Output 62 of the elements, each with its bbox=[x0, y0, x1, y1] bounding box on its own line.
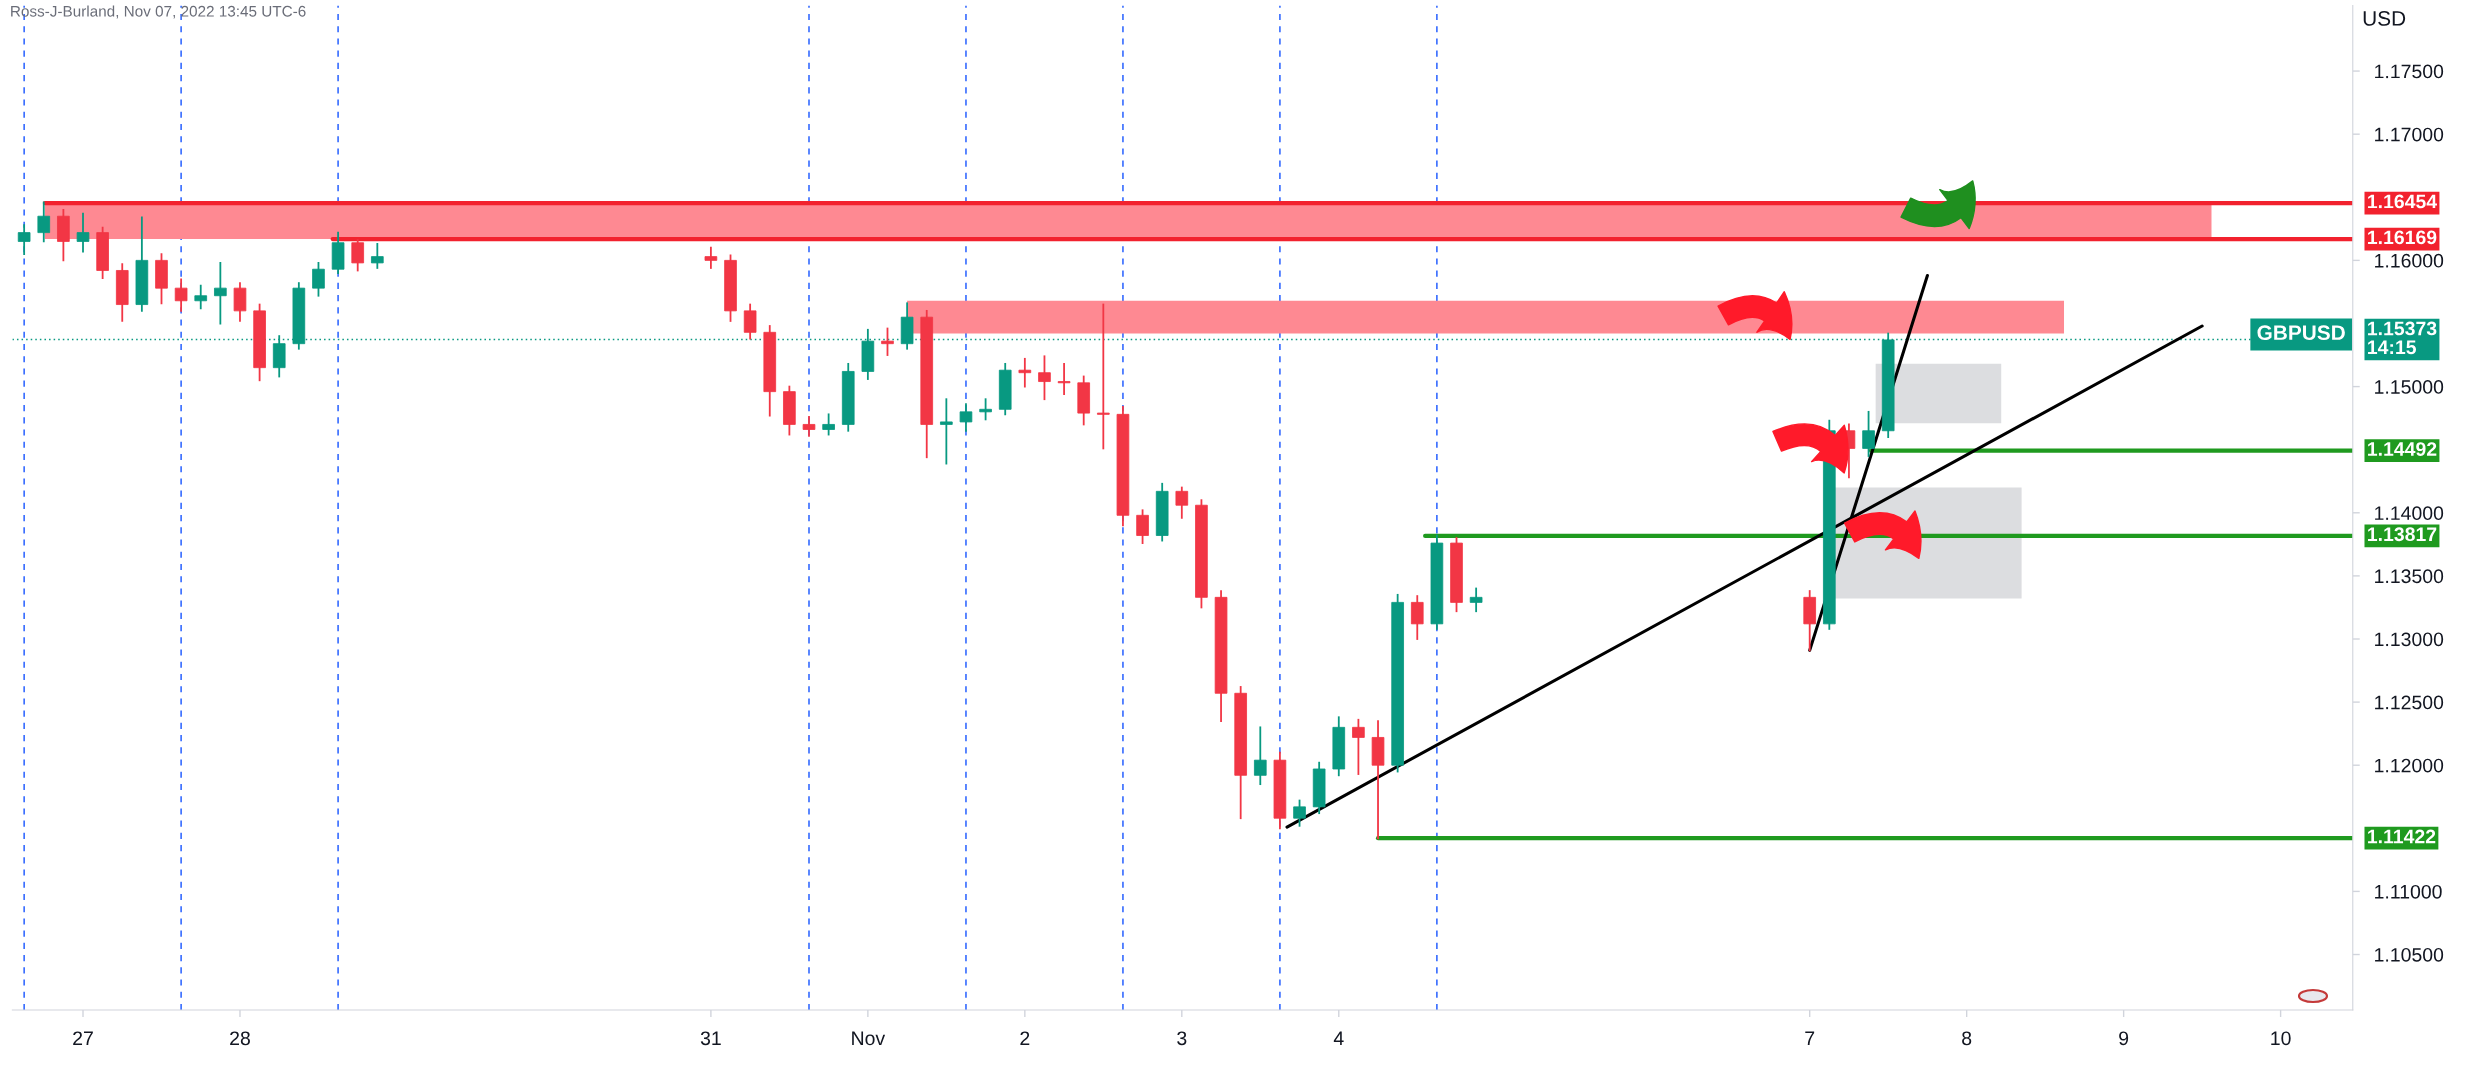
annotation: Ross-J-Burland, Nov 07, 2022 13:45 UTC-6 bbox=[11, 5, 306, 19]
y-tick-label: 1.16000 bbox=[2375, 253, 2444, 268]
candlestick bbox=[959, 403, 973, 432]
candlestick bbox=[940, 398, 953, 465]
candlestick bbox=[351, 239, 365, 272]
y-tick-label: 1.15000 bbox=[2375, 380, 2444, 394]
candlestick bbox=[1862, 410, 1875, 457]
candlestick bbox=[704, 246, 718, 269]
ref-line-label: 1.15373 14:15 bbox=[2368, 321, 2437, 355]
x-tick-label: 31 bbox=[700, 1031, 721, 1046]
x-tick-label: 2 bbox=[1020, 1031, 1030, 1045]
candlestick bbox=[1175, 486, 1189, 519]
y-tick-label: 1.12000 bbox=[2375, 758, 2444, 773]
candlestick bbox=[37, 201, 51, 243]
candlestick bbox=[1352, 718, 1365, 775]
y-tick-label: 1.14000 bbox=[2375, 506, 2444, 521]
candlestick bbox=[802, 415, 816, 437]
data-label: 1.11422 bbox=[2368, 829, 2436, 844]
data-label: 1.16169 bbox=[2368, 230, 2437, 245]
candlestick bbox=[1136, 509, 1149, 544]
candlestick bbox=[822, 413, 835, 436]
data-label: 1.13817 bbox=[2368, 527, 2437, 542]
x-tick-label: 8 bbox=[1962, 1031, 1972, 1046]
data-label: 1.16454 bbox=[2368, 194, 2437, 209]
candlestick bbox=[76, 212, 90, 253]
y-tick-label: 1.13500 bbox=[2375, 569, 2444, 584]
y-axis-title: USD bbox=[2363, 11, 2406, 26]
x-tick-label: 28 bbox=[230, 1031, 250, 1046]
candlestick bbox=[1293, 799, 1306, 827]
candlestick bbox=[214, 262, 227, 325]
candlestick bbox=[1018, 357, 1032, 388]
y-tick-label: 1.11000 bbox=[2375, 884, 2442, 899]
data-label: 1.14492 bbox=[2368, 442, 2437, 456]
candlestick bbox=[1038, 355, 1051, 401]
candlestick bbox=[371, 243, 384, 269]
candlestick bbox=[194, 284, 208, 310]
x-tick-label: Nov bbox=[852, 1031, 886, 1046]
candlestick bbox=[17, 224, 31, 255]
candlestick bbox=[1057, 362, 1071, 396]
y-tick-label: 1.12500 bbox=[2375, 695, 2444, 710]
candlestick bbox=[743, 303, 757, 340]
x-tick-label: 7 bbox=[1805, 1031, 1815, 1045]
candlestick bbox=[881, 327, 894, 356]
candlestick bbox=[272, 335, 286, 378]
y-tick-label: 1.17000 bbox=[2375, 127, 2444, 142]
x-tick-label: 9 bbox=[2119, 1031, 2129, 1046]
annotation: GBPUSD bbox=[2257, 325, 2345, 341]
candlestick bbox=[979, 398, 992, 421]
candlestick bbox=[233, 282, 247, 322]
candlestick bbox=[312, 262, 325, 297]
y-tick-label: 1.17500 bbox=[2375, 64, 2444, 79]
candlestick bbox=[174, 278, 188, 312]
x-tick-label: 4 bbox=[1333, 1031, 1344, 1045]
candlestick bbox=[1097, 303, 1110, 450]
x-tick-label: 27 bbox=[73, 1031, 93, 1045]
candlestick bbox=[1469, 587, 1483, 613]
y-tick-label: 1.10500 bbox=[2375, 947, 2444, 962]
y-tick-label: 1.13000 bbox=[2375, 632, 2444, 647]
x-tick-label: 10 bbox=[2271, 1031, 2291, 1046]
candlestick bbox=[1410, 595, 1424, 640]
x-tick-label: 3 bbox=[1177, 1031, 1187, 1046]
candlestick bbox=[1253, 726, 1267, 786]
